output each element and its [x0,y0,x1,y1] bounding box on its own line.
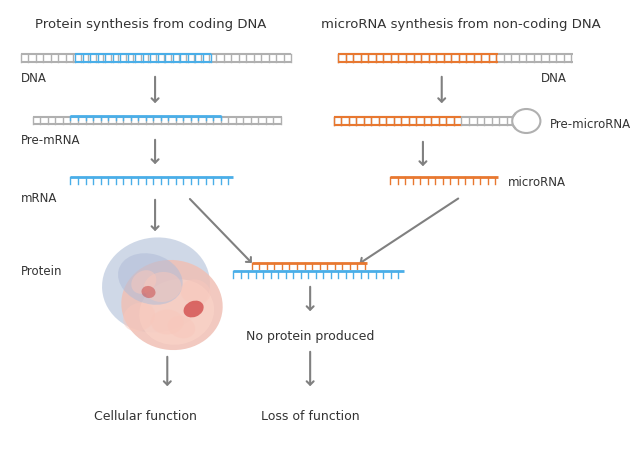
Text: No protein produced: No protein produced [246,329,374,342]
Ellipse shape [184,301,204,318]
Text: microRNA synthesis from non-coding DNA: microRNA synthesis from non-coding DNA [321,18,600,31]
Text: Protein: Protein [20,264,62,277]
Text: mRNA: mRNA [20,192,57,205]
Text: DNA: DNA [20,72,47,85]
Ellipse shape [131,270,156,294]
Ellipse shape [118,254,183,305]
Text: DNA: DNA [540,72,566,85]
Ellipse shape [102,238,210,333]
Ellipse shape [180,280,211,305]
Ellipse shape [122,260,223,350]
Ellipse shape [168,316,195,338]
Text: Loss of function: Loss of function [261,409,360,422]
Text: Protein synthesis from coding DNA: Protein synthesis from coding DNA [35,18,266,31]
Ellipse shape [140,280,214,345]
Text: Pre-microRNA: Pre-microRNA [550,117,631,130]
Ellipse shape [123,303,155,332]
Ellipse shape [141,286,156,299]
Ellipse shape [151,310,184,335]
Text: Pre-mRNA: Pre-mRNA [20,134,80,147]
Text: microRNA: microRNA [508,176,566,189]
Text: Cellular function: Cellular function [94,409,197,422]
Ellipse shape [144,272,181,302]
